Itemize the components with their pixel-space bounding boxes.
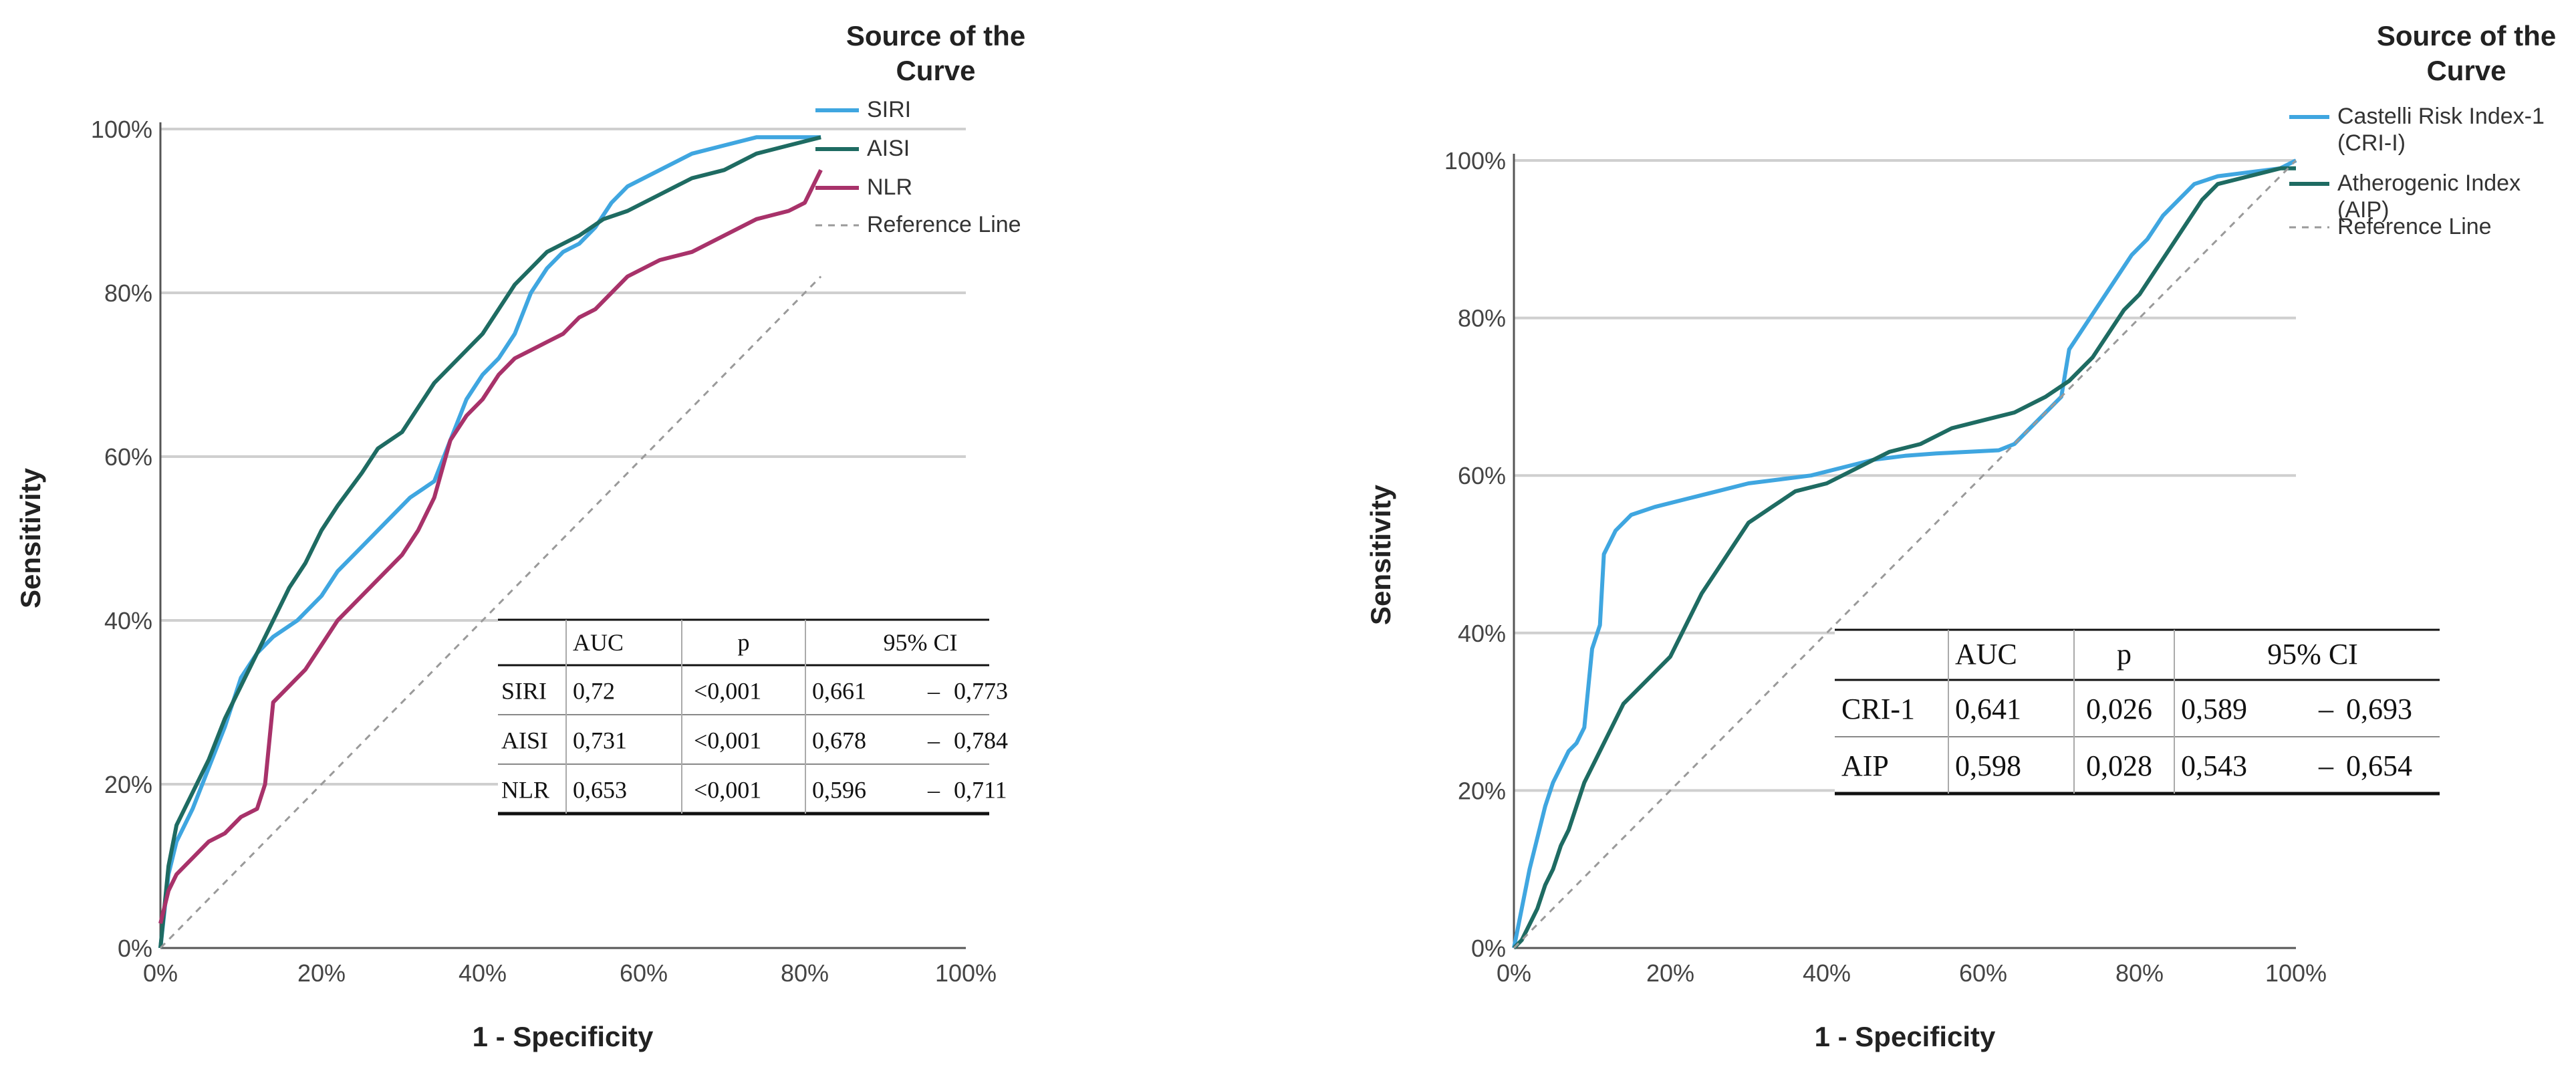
table-cell-ci-low: 0,589 <box>2181 693 2247 725</box>
legend-entry-aisi: AISI <box>867 136 910 161</box>
auc-table: AUC p 95% CI CRI-1 0,641 0,026 0,589 –0,693 AIP 0… <box>1835 628 2440 796</box>
table-cell-dash: – <box>2318 693 2334 725</box>
legend-title: Source of the <box>846 20 1025 51</box>
x-axis-label: 1 - Specificity <box>473 1021 654 1052</box>
x-tick-label: 60% <box>1959 959 2007 987</box>
y-tick-label: 60% <box>1458 462 1506 489</box>
table-header-p: p <box>738 629 750 656</box>
table-cell-label: AISI <box>501 727 548 753</box>
table-cell-ci-high: 0,693 <box>2346 693 2412 725</box>
table-cell-ci-high: 0,784 <box>954 727 1008 753</box>
y-axis-label: Sensitivity <box>1365 484 1396 625</box>
y-tick-label: 20% <box>1458 777 1506 804</box>
table-cell-label: AIP <box>1841 749 1889 782</box>
table-header-p: p <box>2117 638 2132 671</box>
table-row: NLR 0,653 <0,001 0,596 –0,711 <box>501 776 1007 803</box>
table-cell-dash: – <box>927 677 940 704</box>
y-tick-label: 40% <box>104 607 152 634</box>
legend-entry-atherogenic-index-aip: (AIP) <box>2337 197 2389 223</box>
table-cell-label: SIRI <box>501 677 547 704</box>
legend-entry-castelli-risk-index-1-cri-i: (CRI-I) <box>2337 130 2406 156</box>
series-line-atherogenic-index-aip <box>1512 166 2296 950</box>
y-tick-label: 80% <box>1458 305 1506 332</box>
x-tick-label: 20% <box>1646 959 1694 987</box>
y-tick-label: 60% <box>104 443 152 471</box>
table-cell-auc: 0,731 <box>573 727 627 753</box>
table-cell-p: <0,001 <box>694 677 761 704</box>
table-cell-auc: 0,72 <box>573 677 615 704</box>
y-axis-label: Sensitivity <box>15 467 46 608</box>
x-tick-label: 80% <box>781 959 829 987</box>
table-cell-ci-low: 0,543 <box>2181 749 2247 782</box>
x-tick-label: 100% <box>935 959 997 987</box>
table-cell-ci-high: 0,711 <box>954 776 1007 803</box>
legend-entry-atherogenic-index-aip: Atherogenic Index <box>2337 170 2521 196</box>
table-row: CRI-1 0,641 0,026 0,589 –0,693 <box>1841 693 2412 725</box>
x-tick-label: 20% <box>297 959 346 987</box>
table-cell-ci-high: 0,654 <box>2346 749 2412 782</box>
legend-entry-nlr: NLR <box>867 174 912 200</box>
series-line-nlr <box>158 168 823 925</box>
table-cell-label: NLR <box>501 776 549 803</box>
series-line-castelli-risk-index-1-cri-i <box>1512 158 2297 949</box>
legend-title: Source of the <box>2377 20 2556 51</box>
x-tick-label: 100% <box>2265 959 2327 987</box>
legend-entry-siri: SIRI <box>867 97 911 122</box>
roc-chart-lipid: 0% 20% 40% 60% 80% 100% 0% 20% 40% 60% 80% 100% 1 - … <box>1365 20 2556 1052</box>
table-cell-p: 0,026 <box>2086 693 2152 725</box>
table-cell-ci-low: 0,596 <box>812 776 866 803</box>
table-cell-auc: 0,653 <box>573 776 627 803</box>
roc-chart-inflammatory: 0% 20% 40% 60% 80% 100% 0% 20% 40% 60% 80% 100% 1 - … <box>15 20 1025 1052</box>
table-cell-ci-low: 0,661 <box>812 677 866 704</box>
x-tick-label: 0% <box>143 959 178 987</box>
table-row: SIRI 0,72 <0,001 0,661 –0,773 <box>501 677 1008 704</box>
legend-title: Curve <box>2426 55 2506 86</box>
table-header-auc: AUC <box>573 629 624 656</box>
table-cell-dash: – <box>927 727 940 753</box>
legend-entry-reference-line: Reference Line <box>2337 214 2492 239</box>
y-tick-label: 40% <box>1458 620 1506 647</box>
table-cell-p: <0,001 <box>694 727 761 753</box>
x-tick-label: 40% <box>1803 959 1851 987</box>
table-cell-label: CRI-1 <box>1841 693 1915 725</box>
table-background <box>498 620 989 814</box>
y-tick-label: 100% <box>1444 147 1506 174</box>
x-tick-label: 80% <box>2115 959 2164 987</box>
table-header-ci: 95% CI <box>884 629 958 656</box>
table-header-auc: AUC <box>1955 638 2017 671</box>
table-cell-ci-low: 0,678 <box>812 727 866 753</box>
legend-entry-reference-line: Reference Line <box>867 212 1021 237</box>
series-line-reference-line <box>159 275 822 949</box>
x-tick-label: 0% <box>1497 959 1531 987</box>
table-cell-p: 0,028 <box>2086 749 2152 782</box>
table-cell-auc: 0,598 <box>1955 749 2021 782</box>
table-cell-dash: – <box>2318 749 2334 782</box>
table-background <box>1835 630 2440 794</box>
x-tick-label: 60% <box>620 959 668 987</box>
x-tick-label: 40% <box>459 959 507 987</box>
legend-entry-castelli-risk-index-1-cri-i: Castelli Risk Index-1 <box>2337 104 2545 129</box>
y-tick-label: 0% <box>1471 935 1506 962</box>
table-header-ci: 95% CI <box>2267 638 2358 671</box>
table-row: AIP 0,598 0,028 0,543 –0,654 <box>1841 749 2412 782</box>
y-tick-label: 0% <box>118 935 152 962</box>
table-cell-p: <0,001 <box>694 776 761 803</box>
table-cell-ci-high: 0,773 <box>954 677 1008 704</box>
table-cell-dash: – <box>927 776 940 803</box>
table-row: AISI 0,731 <0,001 0,678 –0,784 <box>501 727 1008 753</box>
y-tick-label: 20% <box>104 771 152 798</box>
table-cell-auc: 0,641 <box>1955 693 2021 725</box>
y-tick-label: 80% <box>104 279 152 307</box>
x-axis-label: 1 - Specificity <box>1815 1021 1996 1052</box>
series-line-aisi <box>158 135 821 949</box>
y-tick-label: 100% <box>91 116 152 143</box>
legend-title: Curve <box>896 55 975 86</box>
